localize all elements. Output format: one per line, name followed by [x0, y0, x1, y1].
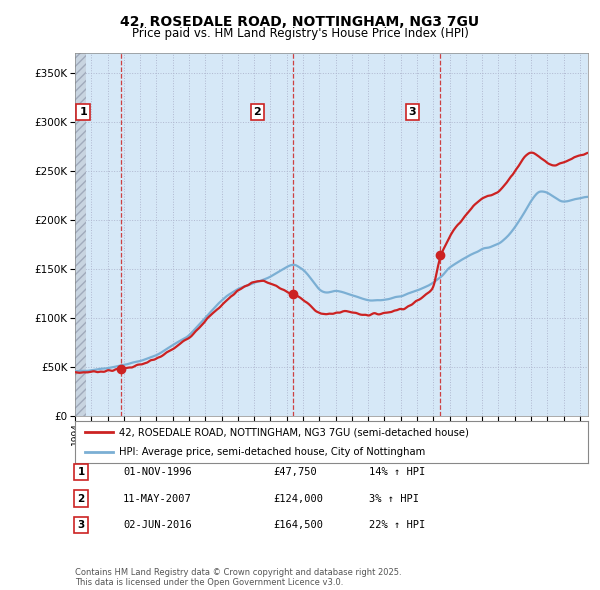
Text: 2: 2: [254, 107, 261, 117]
Text: 11-MAY-2007: 11-MAY-2007: [123, 494, 192, 503]
Bar: [75, 53, 86, 416]
Text: 01-NOV-1996: 01-NOV-1996: [123, 467, 192, 477]
Text: £164,500: £164,500: [273, 520, 323, 530]
Text: 3: 3: [77, 520, 85, 530]
Text: 14% ↑ HPI: 14% ↑ HPI: [369, 467, 425, 477]
Text: 22% ↑ HPI: 22% ↑ HPI: [369, 520, 425, 530]
Text: £47,750: £47,750: [273, 467, 317, 477]
Text: 42, ROSEDALE ROAD, NOTTINGHAM, NG3 7GU (semi-detached house): 42, ROSEDALE ROAD, NOTTINGHAM, NG3 7GU (…: [119, 427, 469, 437]
Text: £124,000: £124,000: [273, 494, 323, 503]
Text: 1: 1: [79, 107, 87, 117]
Text: 02-JUN-2016: 02-JUN-2016: [123, 520, 192, 530]
Text: Price paid vs. HM Land Registry's House Price Index (HPI): Price paid vs. HM Land Registry's House …: [131, 27, 469, 40]
Text: HPI: Average price, semi-detached house, City of Nottingham: HPI: Average price, semi-detached house,…: [119, 447, 425, 457]
Text: 1: 1: [77, 467, 85, 477]
Text: 3: 3: [409, 107, 416, 117]
Text: 3% ↑ HPI: 3% ↑ HPI: [369, 494, 419, 503]
Text: Contains HM Land Registry data © Crown copyright and database right 2025.
This d: Contains HM Land Registry data © Crown c…: [75, 568, 401, 587]
Text: 42, ROSEDALE ROAD, NOTTINGHAM, NG3 7GU: 42, ROSEDALE ROAD, NOTTINGHAM, NG3 7GU: [121, 15, 479, 29]
Text: 2: 2: [77, 494, 85, 503]
